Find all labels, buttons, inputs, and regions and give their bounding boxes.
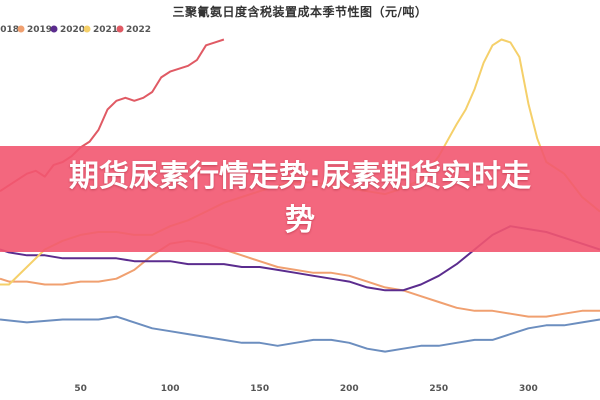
legend: 2018 2019 2020 2021 2022 bbox=[0, 25, 151, 35]
legend-marker-2021[interactable] bbox=[83, 25, 91, 33]
chart-title: 三聚氰氨日度含税装置成本季节性图（元/吨） bbox=[172, 5, 428, 19]
legend-label-2020[interactable]: 2020 bbox=[60, 25, 85, 35]
legend-marker-2020[interactable] bbox=[50, 25, 58, 33]
x-tick-label: 50 bbox=[74, 384, 87, 394]
x-tick-label: 250 bbox=[429, 384, 448, 394]
headline-banner: 期货尿素行情走势:尿素期货实时走势 bbox=[0, 146, 600, 252]
legend-label-2022[interactable]: 2022 bbox=[126, 25, 151, 35]
x-tick-label: 200 bbox=[340, 384, 359, 394]
x-tick-label: 150 bbox=[250, 384, 269, 394]
legend-label-2019[interactable]: 2019 bbox=[27, 25, 52, 35]
series-line-2019 bbox=[0, 239, 600, 318]
x-tick-label: 300 bbox=[519, 384, 538, 394]
headline-text: 期货尿素行情走势:尿素期货实时走势 bbox=[69, 159, 531, 238]
x-tick-label: 100 bbox=[161, 384, 180, 394]
legend-marker-2022[interactable] bbox=[116, 25, 124, 33]
legend-label-2021[interactable]: 2021 bbox=[93, 25, 118, 35]
legend-label-2018[interactable]: 2018 bbox=[0, 25, 19, 35]
legend-marker-2019[interactable] bbox=[17, 25, 25, 33]
series-line-2018 bbox=[0, 315, 600, 353]
x-axis: 50 100 150 200 250 300 bbox=[74, 384, 537, 394]
